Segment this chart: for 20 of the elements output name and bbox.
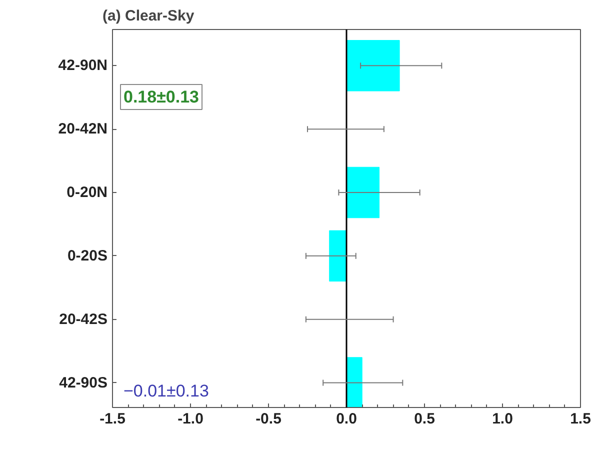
y-tick-label: 0-20S xyxy=(67,247,108,264)
chart-title: (a) Clear-Sky xyxy=(102,8,195,24)
y-tick-label: 20-42S xyxy=(59,310,108,328)
annotation: −0.01±0.13 xyxy=(124,382,209,400)
bar xyxy=(346,40,400,92)
x-tick-label: -0.5 xyxy=(256,410,282,428)
y-tick-label: 0-20N xyxy=(66,184,108,201)
bar xyxy=(346,166,380,218)
x-tick-label: 1.5 xyxy=(570,410,591,428)
x-tick-label: -1.5 xyxy=(100,410,126,428)
y-tick-label: 42-90N xyxy=(58,57,108,74)
x-tick-label: 1.0 xyxy=(492,410,513,428)
bar xyxy=(346,357,362,408)
x-tick-label: -1.0 xyxy=(178,410,204,428)
y-tick-label: 20-42N xyxy=(58,120,108,138)
bar xyxy=(329,230,347,282)
annotation: 0.18±0.13 xyxy=(124,88,200,106)
y-tick-label: 42-90S xyxy=(59,374,108,392)
x-tick-label: 0.0 xyxy=(336,410,357,428)
x-tick-label: 0.5 xyxy=(414,410,435,428)
